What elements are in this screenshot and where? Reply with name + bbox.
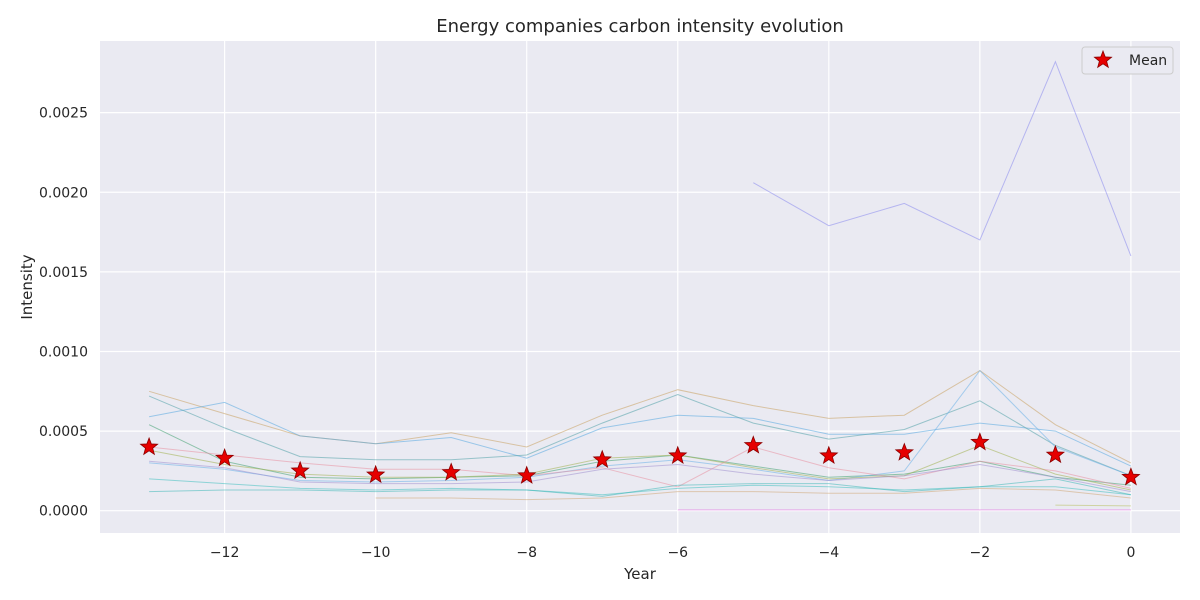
- company-series-line: [149, 401, 1132, 467]
- x-axis-label: Year: [623, 565, 657, 583]
- legend-label-mean: Mean: [1129, 53, 1167, 69]
- x-tick-label: −10: [361, 545, 391, 561]
- x-tick-label: −12: [210, 545, 240, 561]
- x-tick-labels: −12 −10 −8 −6 −4 −2 0: [210, 545, 1136, 561]
- company-series-line: [149, 478, 1132, 497]
- legend: Mean: [1081, 46, 1174, 75]
- x-tick-label: −6: [667, 545, 688, 561]
- y-tick-label: 0.0010: [39, 344, 88, 360]
- mean-marker: [441, 462, 461, 481]
- company-series-line: [753, 60, 1132, 257]
- company-series-line: [149, 369, 1132, 483]
- plot-background: [100, 41, 1180, 533]
- company-series-line: [375, 487, 1131, 501]
- y-tick-label: 0.0020: [39, 185, 88, 201]
- mean-marker: [970, 432, 990, 451]
- mean-marker: [592, 449, 612, 468]
- x-tick-label: −4: [818, 545, 839, 561]
- grid: [100, 41, 1180, 533]
- y-tick-label: 0.0005: [39, 424, 88, 440]
- mean-marker: [366, 464, 386, 484]
- chart-title: Energy companies carbon intensity evolut…: [436, 16, 844, 37]
- company-series-line: [1055, 504, 1131, 507]
- x-tick-label: −2: [970, 545, 991, 561]
- y-tick-label: 0.0015: [39, 265, 88, 281]
- mean-marker: [1121, 467, 1141, 486]
- y-tick-labels: 0.0000 0.0005 0.0010 0.0015 0.0020 0.0025: [39, 106, 88, 520]
- y-tick-label: 0.0025: [39, 106, 88, 122]
- mean-marker: [214, 448, 235, 467]
- legend-box: [1081, 46, 1174, 75]
- y-axis-label: Intensity: [18, 254, 36, 319]
- mean-marker: [668, 445, 688, 464]
- x-tick-label: 0: [1126, 545, 1135, 561]
- mean-marker: [819, 445, 839, 464]
- company-series-line: [149, 460, 1131, 493]
- mean-marker: [1045, 444, 1066, 464]
- mean-marker: [139, 436, 159, 456]
- mean-marker: [517, 465, 537, 484]
- company-series-line: [148, 393, 1132, 477]
- mean-marker: [894, 442, 914, 461]
- mean-marker: [290, 460, 310, 480]
- x-tick-label: −8: [516, 545, 537, 561]
- company-series-line: [149, 446, 1132, 489]
- company-series-line: [148, 424, 1131, 486]
- mean-markers: [139, 432, 1141, 486]
- legend-star-icon: [1093, 49, 1113, 69]
- y-tick-label: 0.0000: [39, 504, 88, 520]
- mean-marker: [743, 435, 763, 454]
- company-series-line: [149, 444, 1132, 491]
- company-series-lines: [148, 60, 1132, 511]
